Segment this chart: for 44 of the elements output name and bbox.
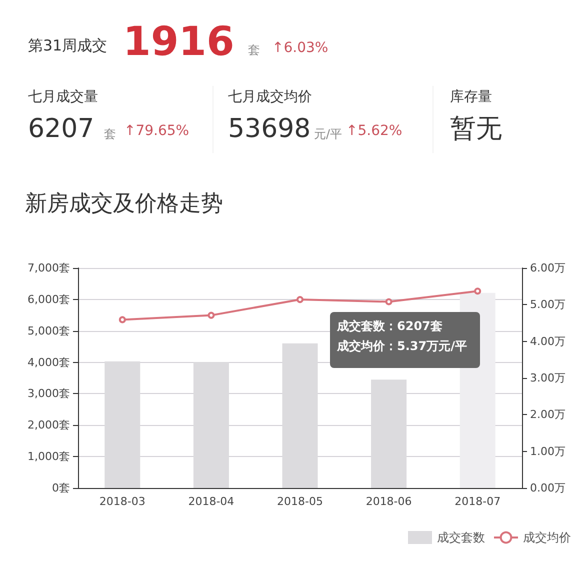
annotation: 成交套数：6207套: [336, 319, 442, 333]
y-tick-label: 6,000套: [28, 292, 70, 306]
x-tick-label: 2018-06: [366, 495, 412, 508]
y-tick-label: 2,000套: [28, 418, 70, 432]
text: 元/平: [314, 127, 342, 141]
chart-title: 新房成交及价格走势: [25, 192, 223, 216]
y2-tick-label: 0.00万: [530, 482, 566, 494]
x-tick-label: 2018-05: [277, 495, 323, 508]
x-tick-label: 2018-07: [454, 495, 501, 508]
text: ↑6.03%: [272, 40, 328, 56]
text: 53698: [228, 114, 311, 144]
text: ↑79.65%: [124, 123, 190, 139]
point: [208, 312, 215, 319]
y-tick-label: 1,000套: [28, 450, 70, 464]
legend-label: 成交套数: [437, 530, 485, 544]
y2-tick-label: 1.00万: [530, 444, 566, 458]
annotation: 成交均价：5.37万元/平: [336, 339, 467, 353]
point: [296, 296, 304, 304]
y-tick-label: 7,000套: [28, 262, 70, 274]
point: [385, 298, 392, 306]
point: [118, 316, 126, 324]
y-tick-label: 4,000套: [28, 356, 70, 369]
point: [474, 288, 482, 295]
y-tick-label: 5,000套: [28, 324, 70, 338]
y2-tick-label: 4.00万: [530, 334, 566, 348]
text: 套: [104, 127, 116, 141]
text: 七月成交量: [28, 89, 98, 105]
text: ↑5.62%: [346, 123, 402, 139]
legend-label: 成交均价: [523, 530, 571, 544]
text: 七月成交均价: [228, 89, 312, 105]
y2-tick-label: 3.00万: [530, 372, 566, 384]
y2-tick-label: 2.00万: [530, 408, 566, 422]
y-tick-label: 3,000套: [28, 387, 70, 400]
text: 6207: [28, 114, 94, 144]
text: 1916: [123, 19, 234, 65]
text: 第31周成交: [28, 36, 108, 54]
y-tick-label: 0套: [52, 482, 70, 494]
y2-tick-label: 5.00万: [530, 298, 566, 312]
text: 库存量: [450, 89, 492, 105]
x-tick-label: 2018-04: [188, 495, 234, 508]
text: 暂无: [450, 114, 502, 144]
text: 套: [248, 43, 260, 57]
x-tick-label: 2018-03: [99, 495, 146, 508]
y2-tick-label: 6.00万: [530, 262, 566, 274]
